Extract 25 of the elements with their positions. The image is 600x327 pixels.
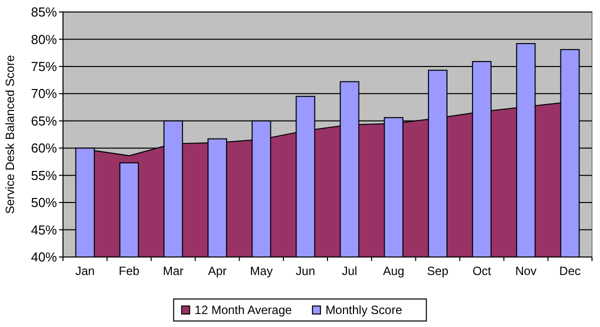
x-tick-label: Apr (208, 264, 227, 278)
y-tick-label: 40% (30, 250, 58, 265)
x-tick-label: Jun (296, 264, 316, 278)
x-tick-label: Jan (75, 264, 95, 278)
x-tick-label: May (250, 264, 273, 278)
x-tick-label: Mar (162, 264, 184, 278)
y-tick-label: 50% (30, 195, 58, 210)
x-tick-label: Feb (118, 264, 140, 278)
x-tick-label: Sep (427, 264, 449, 278)
x-tick-label: Jul (342, 264, 358, 278)
y-tick-label: 75% (30, 58, 58, 74)
y-tick-label: 80% (30, 32, 58, 47)
y-tick-label: 85% (30, 4, 58, 20)
legend-label: 12 Month Average (194, 303, 292, 318)
y-axis-title: Service Desk Balanced Score (3, 54, 17, 214)
legend-label: Monthly Score (325, 303, 402, 318)
x-tick-label: Nov (515, 264, 537, 278)
x-tick-label: Aug (382, 264, 404, 278)
y-tick-label: 45% (30, 222, 58, 238)
x-tick-label: Dec (559, 264, 581, 278)
y-tick-label: 65% (30, 113, 58, 128)
y-tick-label: 60% (30, 140, 58, 156)
y-tick-label: 55% (30, 168, 58, 183)
x-tick-label: Oct (472, 264, 492, 278)
y-tick-label: 70% (30, 86, 58, 102)
